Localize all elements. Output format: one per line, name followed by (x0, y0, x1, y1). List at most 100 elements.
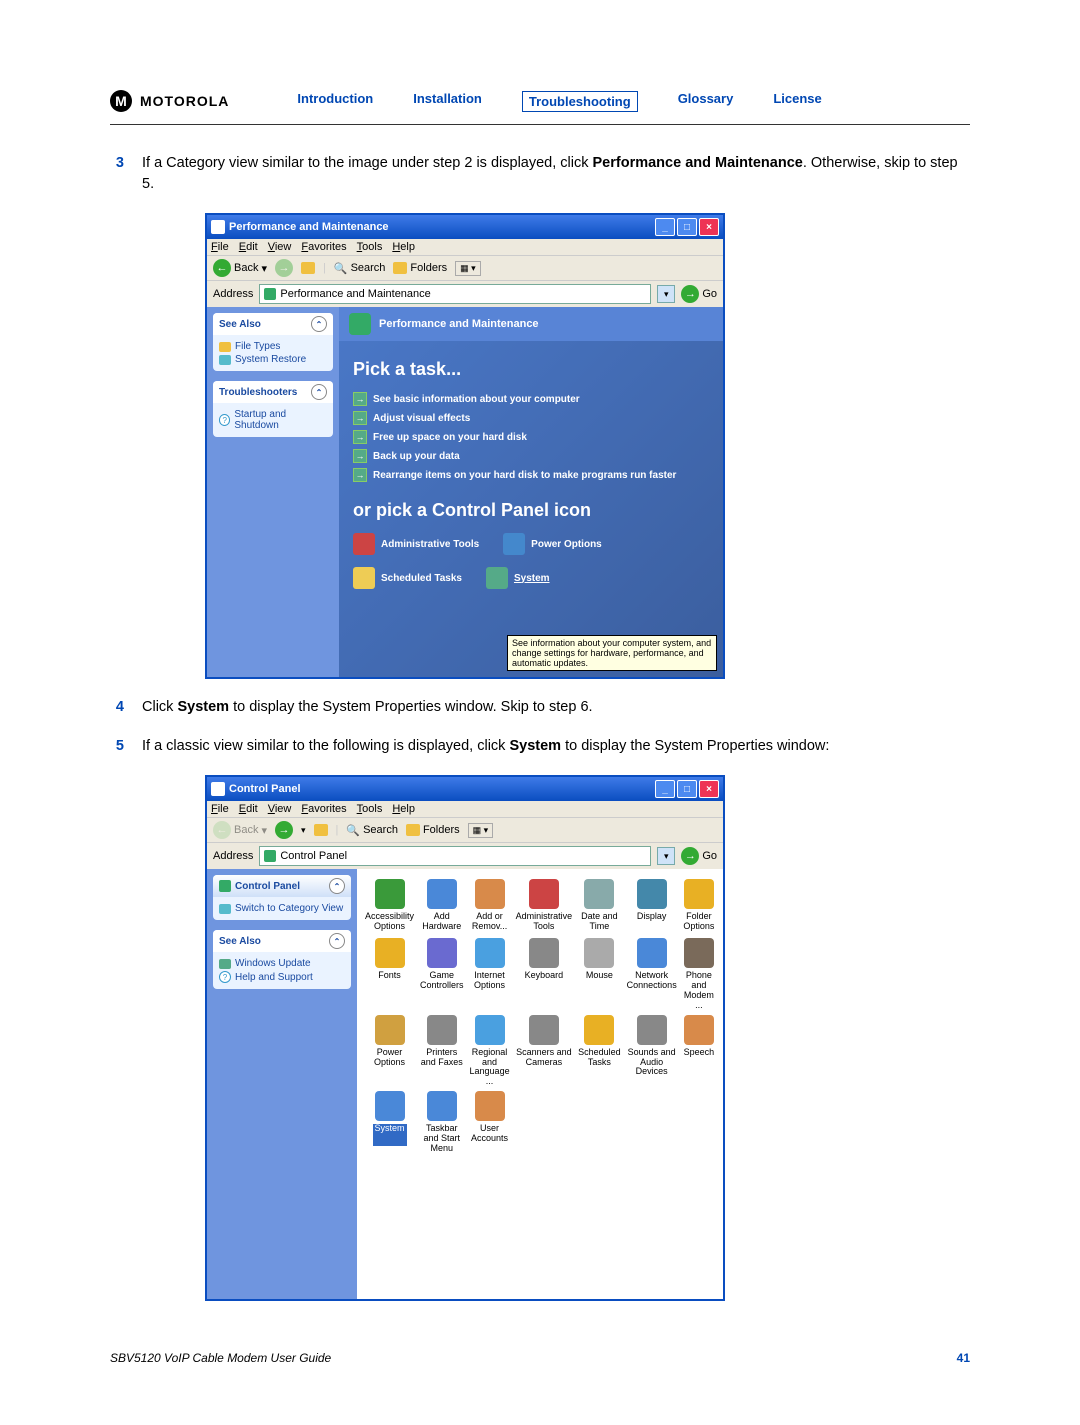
icon (427, 1015, 457, 1045)
cp-icon[interactable]: Keyboard (516, 938, 573, 1011)
link-help-support[interactable]: ?Help and Support (219, 971, 345, 983)
maximize-button[interactable]: □ (677, 218, 697, 236)
folders-button[interactable]: Folders (406, 824, 460, 836)
cp-icon[interactable]: Mouse (578, 938, 621, 1011)
minimize-button[interactable]: _ (655, 218, 675, 236)
menu-help[interactable]: Help (392, 241, 415, 253)
menu-view[interactable]: View (268, 241, 292, 253)
collapse-icon[interactable]: ⌃ (329, 878, 345, 894)
minimize-button[interactable]: _ (655, 780, 675, 798)
cp-icon[interactable]: Display (627, 879, 677, 934)
cp-icon[interactable]: Network Connections (627, 938, 677, 1011)
icon-label: Scanners and Cameras (516, 1048, 573, 1070)
menu-view[interactable]: View (268, 803, 292, 815)
nav-glossary[interactable]: Glossary (678, 91, 734, 112)
cp-icon[interactable]: Regional and Language ... (470, 1015, 510, 1088)
cp-icon[interactable]: Sounds and Audio Devices (627, 1015, 677, 1088)
close-button[interactable]: × (699, 780, 719, 798)
nav-troubleshooting[interactable]: Troubleshooting (522, 91, 638, 112)
link-system-restore[interactable]: System Restore (219, 354, 327, 365)
titlebar[interactable]: Performance and Maintenance _ □ × (207, 215, 723, 239)
cp-icon[interactable]: Printers and Faxes (420, 1015, 464, 1088)
cp-icon[interactable]: Date and Time (578, 879, 621, 934)
menu-file[interactable]: File (211, 241, 229, 253)
cp-scheduled-tasks[interactable]: Scheduled Tasks (353, 567, 462, 589)
cp-icon[interactable]: Scanners and Cameras (516, 1015, 573, 1088)
close-button[interactable]: × (699, 218, 719, 236)
address-field[interactable]: Control Panel (259, 846, 651, 866)
menu-file[interactable]: File (211, 803, 229, 815)
cp-icon[interactable]: System (365, 1091, 414, 1154)
forward-button[interactable]: → (275, 821, 293, 839)
link-windows-update[interactable]: Windows Update (219, 958, 345, 969)
views-button[interactable]: ▦ ▾ (455, 261, 481, 276)
menu-help[interactable]: Help (392, 803, 415, 815)
cp-icon[interactable]: Add Hardware (420, 879, 464, 934)
cp-icon[interactable]: Accessibility Options (365, 879, 414, 934)
task-basic-info[interactable]: →See basic information about your comput… (353, 392, 709, 406)
nav-introduction[interactable]: Introduction (297, 91, 373, 112)
go-button[interactable]: →Go (681, 285, 717, 303)
link-file-types[interactable]: File Types (219, 341, 327, 352)
address-dropdown[interactable]: ▾ (657, 285, 675, 303)
cp-icon[interactable]: Phone and Modem ... (683, 938, 715, 1011)
search-button[interactable]: 🔍 Search (334, 262, 386, 275)
up-icon[interactable] (314, 824, 328, 836)
icon-label: Power Options (365, 1048, 414, 1070)
collapse-icon[interactable]: ⌃ (311, 316, 327, 332)
folders-button[interactable]: Folders (393, 262, 447, 274)
back-button[interactable]: ←Back ▾ (213, 259, 267, 277)
address-dropdown[interactable]: ▾ (657, 847, 675, 865)
cp-icon[interactable]: Power Options (365, 1015, 414, 1088)
up-icon[interactable] (301, 262, 315, 274)
icon (475, 879, 505, 909)
cp-header: Control Panel (235, 881, 300, 892)
menu-tools[interactable]: Tools (357, 241, 383, 253)
link-startup-shutdown[interactable]: ?Startup and Shutdown (219, 409, 327, 431)
address-field[interactable]: Performance and Maintenance (259, 284, 651, 304)
icon (475, 1015, 505, 1045)
cp-icon[interactable]: Taskbar and Start Menu (420, 1091, 464, 1154)
cp-power-options[interactable]: Power Options (503, 533, 602, 555)
menu-favorites[interactable]: Favorites (301, 803, 346, 815)
link-switch-view[interactable]: Switch to Category View (219, 903, 345, 914)
nav-license[interactable]: License (773, 91, 821, 112)
cp-icon[interactable]: Scheduled Tasks (578, 1015, 621, 1088)
views-button[interactable]: ▦ ▾ (468, 823, 494, 838)
maximize-button[interactable]: □ (677, 780, 697, 798)
forward-button[interactable]: → (275, 259, 293, 277)
nav-installation[interactable]: Installation (413, 91, 482, 112)
icon-label: Phone and Modem ... (683, 971, 715, 1011)
step-3-text: If a Category view similar to the image … (142, 153, 970, 195)
cp-icon[interactable]: User Accounts (470, 1091, 510, 1154)
icon (427, 1091, 457, 1121)
menu-tools[interactable]: Tools (357, 803, 383, 815)
toolbar: ←Back ▾ →▾ | 🔍 Search Folders ▦ ▾ (207, 817, 723, 842)
cp-icon[interactable]: Administrative Tools (516, 879, 573, 934)
menu-edit[interactable]: Edit (239, 241, 258, 253)
cp-icon[interactable]: Fonts (365, 938, 414, 1011)
task-rearrange[interactable]: →Rearrange items on your hard disk to ma… (353, 468, 709, 482)
icon-label: Game Controllers (420, 971, 464, 993)
icon-label: Mouse (586, 971, 613, 993)
collapse-icon[interactable]: ⌃ (311, 384, 327, 400)
cp-icon[interactable]: Game Controllers (420, 938, 464, 1011)
cp-icon[interactable]: Speech (683, 1015, 715, 1088)
menu-favorites[interactable]: Favorites (301, 241, 346, 253)
menu-edit[interactable]: Edit (239, 803, 258, 815)
cp-icon[interactable]: Add or Remov... (470, 879, 510, 934)
cp-system[interactable]: System (486, 567, 550, 589)
collapse-icon[interactable]: ⌃ (329, 933, 345, 949)
doc-nav: Introduction Installation Troubleshootin… (297, 91, 821, 112)
titlebar[interactable]: Control Panel _ □ × (207, 777, 723, 801)
task-free-space[interactable]: →Free up space on your hard disk (353, 430, 709, 444)
cp-icon[interactable]: Internet Options (470, 938, 510, 1011)
task-backup[interactable]: →Back up your data (353, 449, 709, 463)
icon-label: Scheduled Tasks (578, 1048, 621, 1070)
go-button[interactable]: →Go (681, 847, 717, 865)
cp-admin-tools[interactable]: Administrative Tools (353, 533, 479, 555)
task-visual-effects[interactable]: →Adjust visual effects (353, 411, 709, 425)
search-button[interactable]: 🔍 Search (346, 824, 398, 837)
cp-icon[interactable]: Folder Options (683, 879, 715, 934)
content-pane: Performance and Maintenance Pick a task.… (339, 307, 723, 677)
